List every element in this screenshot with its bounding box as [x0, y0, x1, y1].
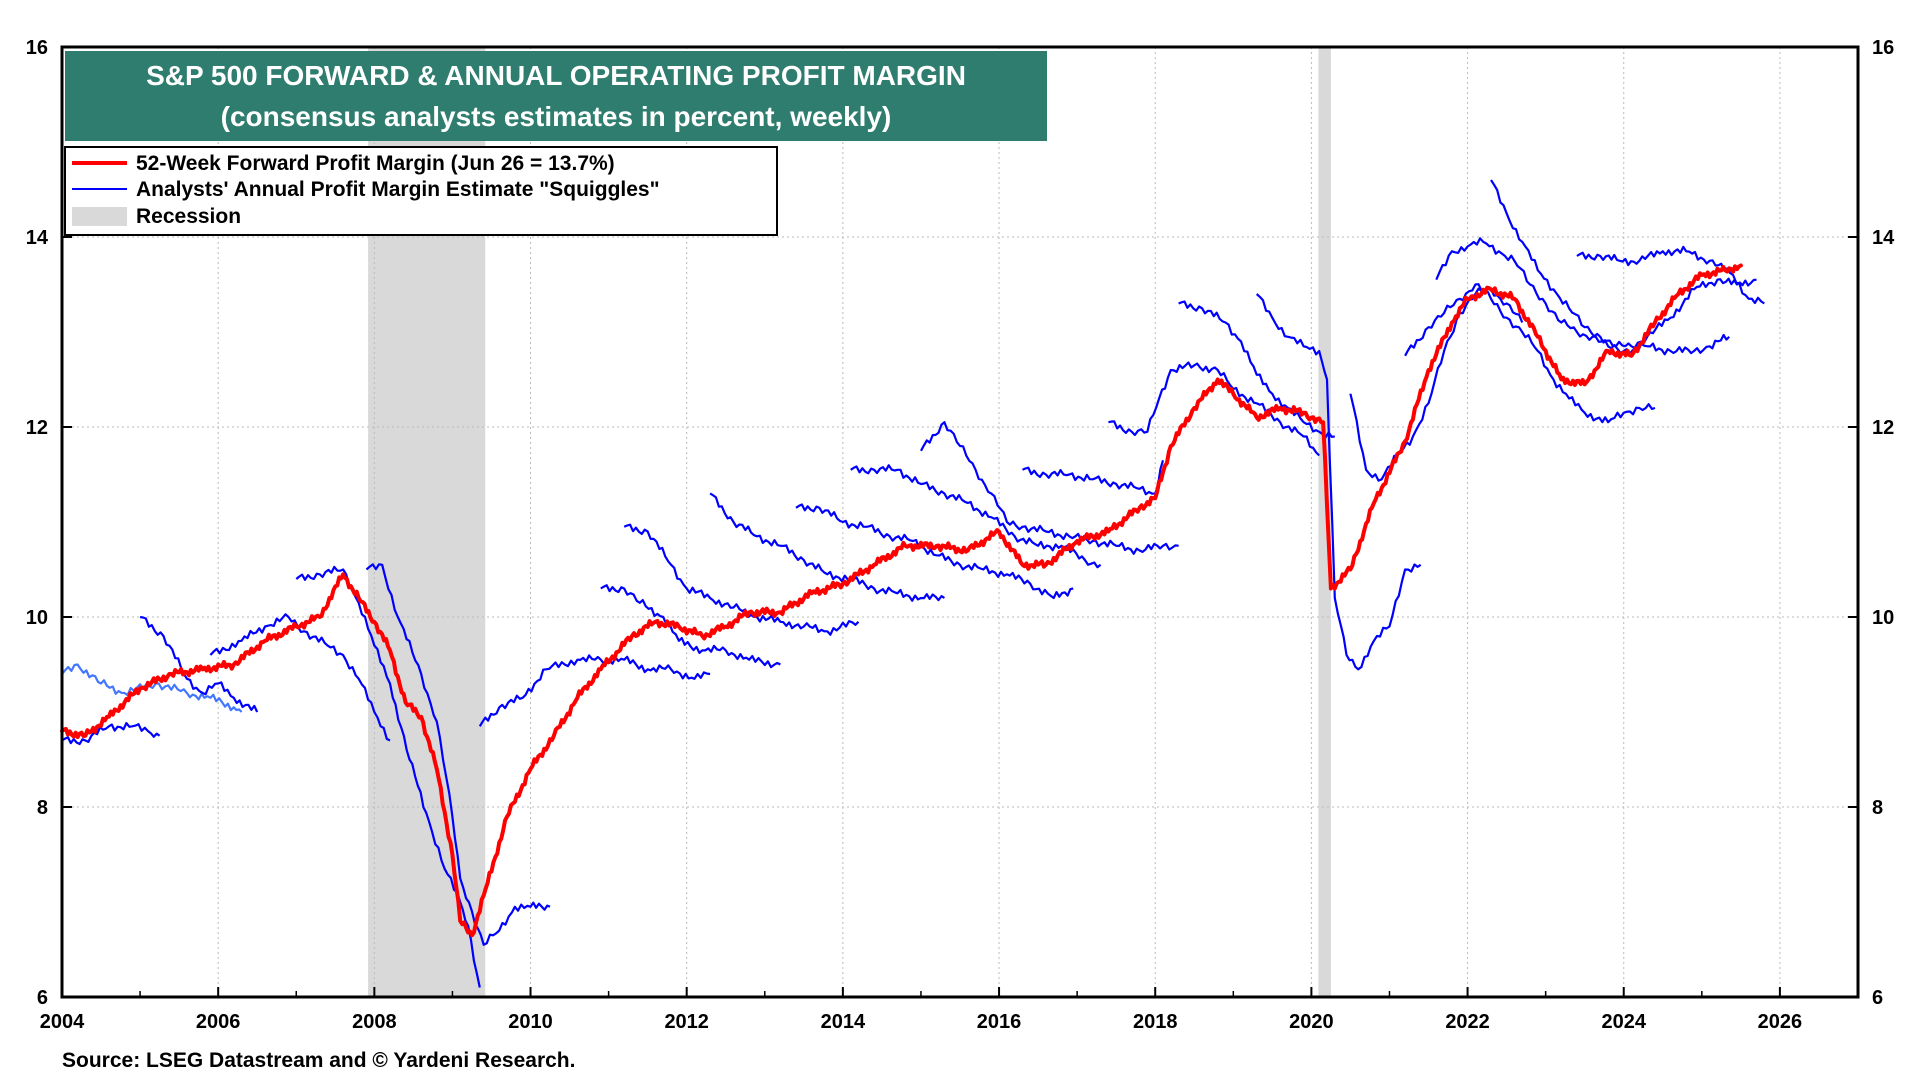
title-box: S&P 500 FORWARD & ANNUAL OPERATING PROFI…: [65, 51, 1047, 141]
squiggle-line-2013: [709, 492, 946, 602]
forward-profit-margin-line: [60, 263, 1743, 938]
squiggle-line-2010: [478, 654, 711, 727]
legend-label-squiggles: Analysts' Annual Profit Margin Estimate …: [136, 178, 660, 201]
recession-band: [1318, 47, 1331, 997]
y-tick-label-left: 10: [26, 607, 48, 629]
squiggle-line-2023: [1435, 237, 1730, 356]
squiggle-series-group: [61, 179, 1765, 988]
squiggle-line-2024: [1490, 179, 1757, 349]
source-note: Source: LSEG Datastream and © Yardeni Re…: [62, 1049, 576, 1072]
squiggle-line-2018: [1108, 361, 1320, 457]
y-tick-label-right: 8: [1872, 797, 1883, 819]
y-tick-label-right: 14: [1872, 227, 1895, 249]
x-tick-label: 2022: [1445, 1011, 1490, 1033]
chart-title: S&P 500 FORWARD & ANNUAL OPERATING PROFI…: [146, 60, 966, 91]
x-tick-label: 2004: [40, 1011, 85, 1033]
squiggle-line-2021: [1349, 286, 1524, 482]
x-tick-label: 2018: [1133, 1011, 1178, 1033]
x-tick-label: 2012: [664, 1011, 709, 1033]
forward-series-group: [60, 263, 1743, 938]
x-tick-label: 2014: [821, 1011, 866, 1033]
y-tick-label-left: 8: [37, 797, 48, 819]
squiggle-line-2022: [1404, 283, 1656, 424]
x-tick-label: 2016: [977, 1011, 1022, 1033]
chart-subtitle: (consensus analysts estimates in percent…: [221, 101, 892, 132]
y-tick-label-right: 6: [1872, 987, 1883, 1009]
squiggle-line-2016: [920, 421, 1179, 555]
x-tick-label: 2020: [1289, 1011, 1334, 1033]
squiggle-line-2014: [795, 503, 1074, 600]
squiggle-line-2008: [295, 565, 481, 988]
squiggle-line-2025: [1576, 245, 1765, 305]
plot-frame: [60, 45, 1860, 999]
legend-label-forward: 52-Week Forward Profit Margin (Jun 26 = …: [136, 152, 615, 175]
legend-label-recession: Recession: [136, 205, 241, 228]
squiggle-line-2006: [139, 615, 259, 713]
squiggle-line-2005: [61, 722, 161, 746]
x-tick-label: 2024: [1601, 1011, 1646, 1033]
y-tick-label-right: 10: [1872, 607, 1894, 629]
x-tick-label: 2006: [196, 1011, 241, 1033]
squiggle-line-2012: [623, 523, 860, 636]
y-tick-label-right: 12: [1872, 417, 1894, 439]
squiggle-line-2011: [600, 584, 781, 669]
y-tick-label-left: 16: [26, 37, 48, 59]
squiggle-line-2019: [1178, 300, 1335, 439]
legend: 52-Week Forward Profit Margin (Jun 26 = …: [64, 146, 778, 236]
x-tick-label: 2026: [1758, 1011, 1803, 1033]
y-tick-label-right: 16: [1872, 37, 1894, 59]
squiggle-line-2015: [850, 464, 1102, 569]
x-tick-label: 2010: [508, 1011, 553, 1033]
squiggle-line-2017: [1022, 459, 1165, 496]
y-tick-label-left: 14: [26, 227, 49, 249]
y-tick-label-left: 6: [37, 987, 48, 1009]
squiggle-line-2007: [209, 613, 391, 742]
squiggle-line-2020: [1255, 293, 1422, 671]
title-background: [65, 51, 1047, 141]
legend-box: [64, 146, 778, 236]
squiggle-line-2004: [61, 663, 243, 713]
x-tick-label: 2008: [352, 1011, 397, 1033]
squiggle-line-2009: [365, 563, 551, 946]
y-tick-label-left: 12: [26, 417, 48, 439]
grid-lines: [62, 47, 1858, 997]
legend-swatch-recession: [72, 207, 127, 226]
axis-ticks: 2004 2006 2008 2010 2012 2014 2016 2018 2020 2022…: [26, 37, 1895, 1033]
